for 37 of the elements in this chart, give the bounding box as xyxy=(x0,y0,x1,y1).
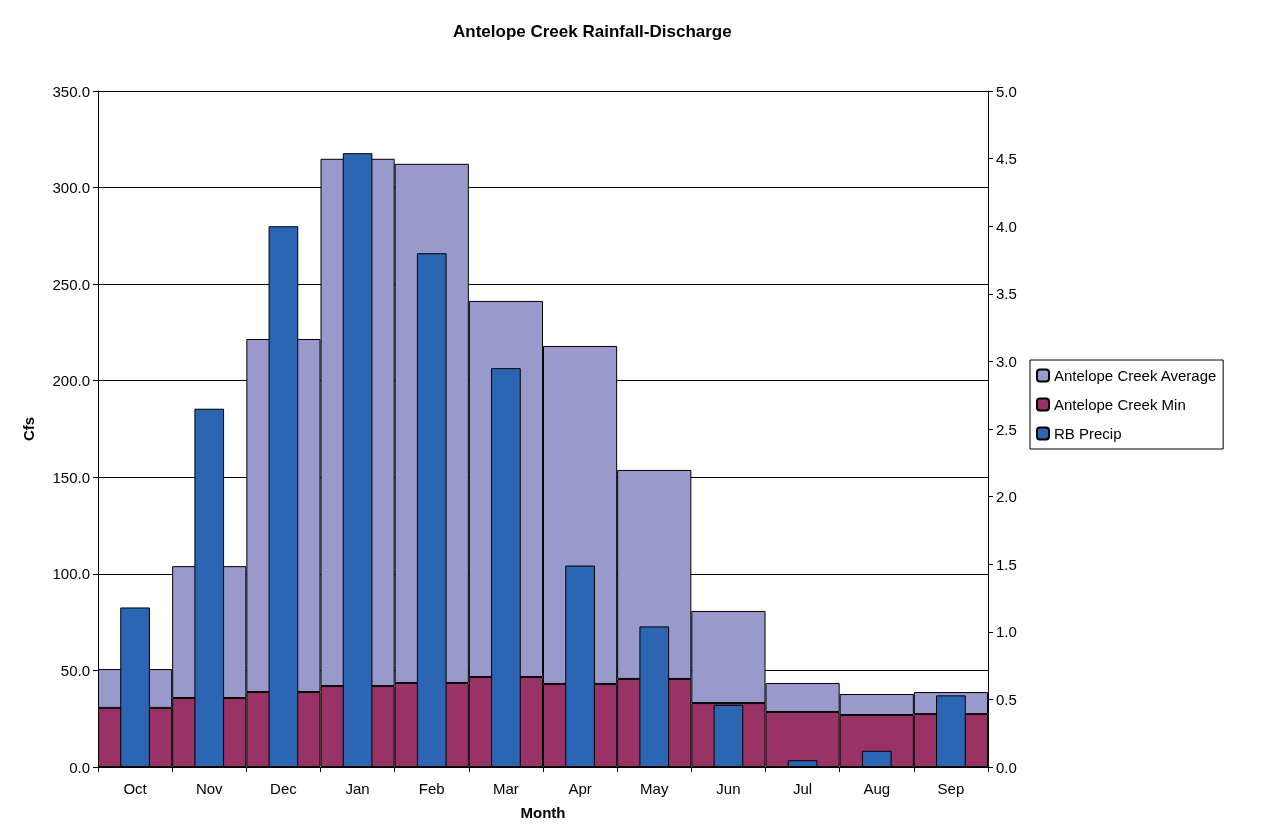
y-axis-title: Cfs xyxy=(20,416,37,442)
x-tick-label: May xyxy=(640,780,669,797)
x-tick-label: Jul xyxy=(792,780,813,797)
x-tick-label: Nov xyxy=(195,780,224,797)
y-tick-label: 50.0 xyxy=(60,661,90,679)
legend-label: RB Precip xyxy=(1054,425,1122,442)
x-axis-title: Month xyxy=(520,804,566,821)
y2-tick-label: 4.0 xyxy=(996,217,1017,235)
y2-tick-label: 2.0 xyxy=(996,488,1017,506)
y-tick-label: 150.0 xyxy=(52,468,90,486)
y2-tick-label: 4.5 xyxy=(996,150,1017,168)
x-tick-label: Sep xyxy=(937,780,965,797)
x-tick-label: Apr xyxy=(568,780,592,797)
chart-title: Antelope Creek Rainfall-Discharge xyxy=(453,22,732,41)
x-tick-label: Oct xyxy=(123,780,148,797)
y-tick-label: 0.0 xyxy=(69,758,90,776)
y2-tick-label: 3.5 xyxy=(996,285,1017,303)
y2-tick-label: 3.0 xyxy=(996,352,1017,370)
y2-tick-label: 0.0 xyxy=(996,758,1017,776)
y2-tick-label: 1.5 xyxy=(996,555,1017,573)
y2-tick-label: 5.0 xyxy=(996,82,1017,100)
y2-tick-label: 1.0 xyxy=(996,623,1017,641)
legend-label: Antelope Creek Min xyxy=(1054,396,1186,413)
x-tick-label: Feb xyxy=(418,780,445,797)
y-tick-label: 200.0 xyxy=(52,372,90,390)
x-tick-label: Aug xyxy=(863,780,891,797)
y-tick-label: 300.0 xyxy=(52,179,90,197)
x-tick-label: Dec xyxy=(270,780,298,797)
y2-tick-label: 2.5 xyxy=(996,420,1017,438)
x-tick-label: Jun xyxy=(716,780,741,797)
y-tick-label: 250.0 xyxy=(52,275,90,293)
y-tick-label: 100.0 xyxy=(52,565,90,583)
y2-tick-label: 0.5 xyxy=(996,690,1017,708)
y-tick-label: 350.0 xyxy=(52,82,90,100)
x-tick-label: Jan xyxy=(345,780,370,797)
x-tick-label: Mar xyxy=(492,780,519,797)
legend-label: Antelope Creek Average xyxy=(1054,367,1217,384)
